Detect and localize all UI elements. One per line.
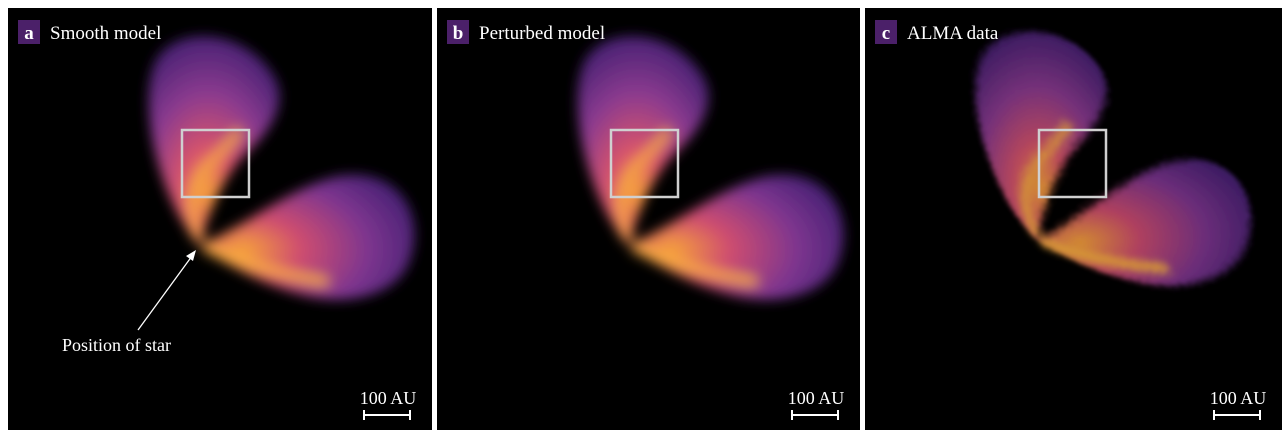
annotation: Position of star	[62, 335, 171, 355]
scale-label: 100 AU	[788, 388, 845, 408]
panel-title: Perturbed model	[479, 23, 605, 44]
scale-label: 100 AU	[360, 388, 417, 408]
page: Position of star a Smooth model 100 AU b Per…	[0, 0, 1282, 430]
panel-letter: a	[24, 23, 34, 44]
figure: Position of star a Smooth model 100 AU b Per…	[0, 0, 1282, 430]
panel-letter: b	[453, 23, 464, 44]
panel-title: Smooth model	[50, 23, 161, 44]
scale-label: 100 AU	[1210, 388, 1267, 408]
panel-letter: c	[882, 23, 890, 44]
panel-title: ALMA data	[907, 23, 999, 44]
